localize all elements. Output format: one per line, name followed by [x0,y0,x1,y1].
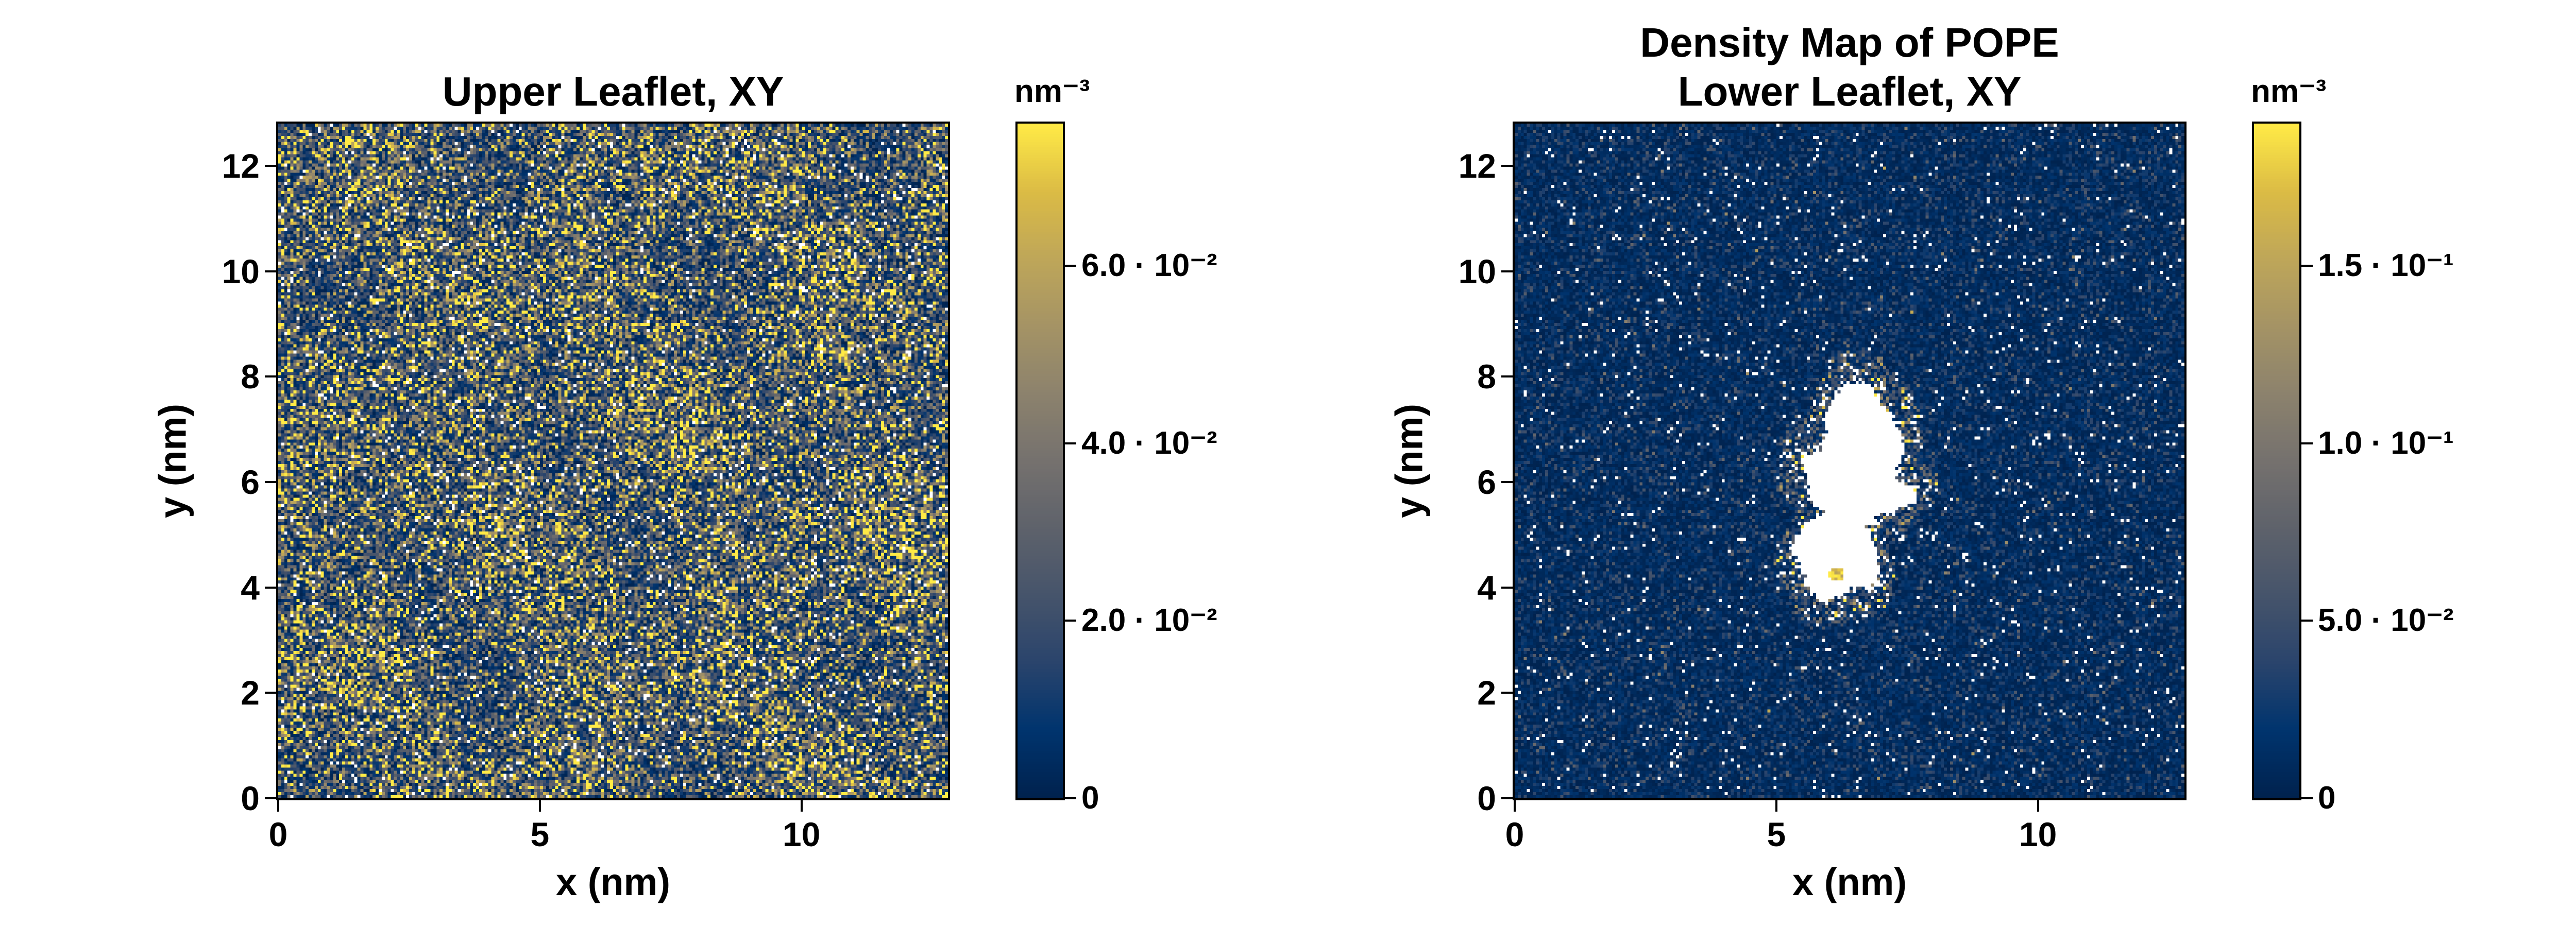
y-tick-mark [265,797,276,799]
y-tick-mark [1501,375,1513,378]
x-tick-mark [1514,800,1516,812]
y-tick-label: 8 [1477,357,1496,396]
x-tick-label: 10 [2019,815,2057,853]
x-tick-mark [277,800,279,812]
x-axis-label: x (nm) [1792,861,1907,903]
x-tick-label: 5 [530,815,550,853]
plot-area [1513,122,2187,800]
x-tick-mark [538,800,541,812]
colorbar-tick-label: 1.5 · 10⁻¹ [2318,247,2454,283]
colorbar-canvas [2254,124,2299,798]
colorbar-tick-mark [2301,620,2313,622]
y-tick-label: 10 [1458,252,1496,290]
colorbar-unit-label: nm⁻³ [1014,74,1090,109]
y-tick-mark [265,480,276,483]
y-tick-mark [265,164,276,167]
x-tick-label: 0 [268,815,288,853]
colorbar-unit-label: nm⁻³ [2251,74,2327,109]
colorbar-tick-label: 1.0 · 10⁻¹ [2318,425,2454,461]
colorbar-tick-mark [2301,442,2313,444]
y-tick-mark [265,692,276,694]
y-tick-label: 0 [241,779,260,817]
y-tick-label: 2 [1477,674,1496,712]
colorbar-tick-mark [2301,797,2313,799]
panel-title: Upper Leaflet, XY [278,67,948,116]
x-tick-mark [800,800,803,812]
y-tick-mark [1501,586,1513,589]
colorbar [2252,122,2301,800]
y-tick-label: 10 [222,252,260,290]
plot-area [276,122,950,800]
x-axis-label: x (nm) [556,861,670,903]
panel-title-line: Upper Leaflet, XY [442,68,784,114]
colorbar-tick-mark [1065,442,1076,444]
colorbar-tick-mark [2301,264,2313,267]
y-tick-mark [265,586,276,589]
x-tick-mark [1775,800,1777,812]
y-tick-label: 2 [241,674,260,712]
heatmap-canvas [1515,124,2184,798]
y-tick-label: 4 [241,568,260,607]
y-tick-mark [1501,480,1513,483]
y-tick-mark [1501,692,1513,694]
y-tick-label: 12 [1458,146,1496,185]
y-tick-label: 6 [1477,462,1496,501]
colorbar-canvas [1018,124,1063,798]
y-tick-label: 0 [1477,779,1496,817]
panel-title: Density Map of POPE Lower Leaflet, XY [1515,18,2184,116]
y-tick-mark [1501,164,1513,167]
y-axis-label: y (nm) [151,404,194,518]
colorbar-tick-label: 0 [2318,780,2336,816]
y-tick-mark [265,270,276,272]
x-tick-mark [2037,800,2039,812]
heatmap-canvas [278,124,948,798]
x-tick-label: 0 [1505,815,1524,853]
y-tick-label: 6 [241,462,260,501]
y-tick-label: −4 [2555,672,2576,709]
colorbar-tick-mark [1065,620,1076,622]
x-tick-label: 5 [1767,815,1786,853]
y-tick-label: 4 [2555,232,2576,269]
y-tick-label: 0 [2555,452,2576,489]
colorbar-tick-label: 5.0 · 10⁻² [2318,603,2454,639]
panel-title-line: Lower Leaflet, XY [1677,68,2022,114]
y-tick-label: 2 [2555,342,2576,379]
colorbar-tick-label: 0 [1081,780,1099,816]
y-tick-mark [1501,797,1513,799]
colorbar-tick-mark [1065,264,1076,267]
y-tick-label: 8 [241,357,260,396]
y-tick-mark [265,375,276,378]
colorbar-tick-label: 2.0 · 10⁻² [1081,603,1217,639]
colorbar-tick-label: 6.0 · 10⁻² [1081,247,1217,283]
colorbar-tick-label: 4.0 · 10⁻² [1081,425,1217,461]
y-tick-label: −2 [2555,562,2576,599]
y-tick-label: 4 [1477,568,1496,607]
colorbar [1015,122,1065,800]
y-axis-label: y (nm) [1387,404,1431,518]
x-tick-label: 10 [782,815,821,853]
figure-title-line: Density Map of POPE [1640,20,2059,65]
y-tick-mark [1501,270,1513,272]
y-tick-label: 12 [222,146,260,185]
colorbar-tick-mark [1065,797,1076,799]
